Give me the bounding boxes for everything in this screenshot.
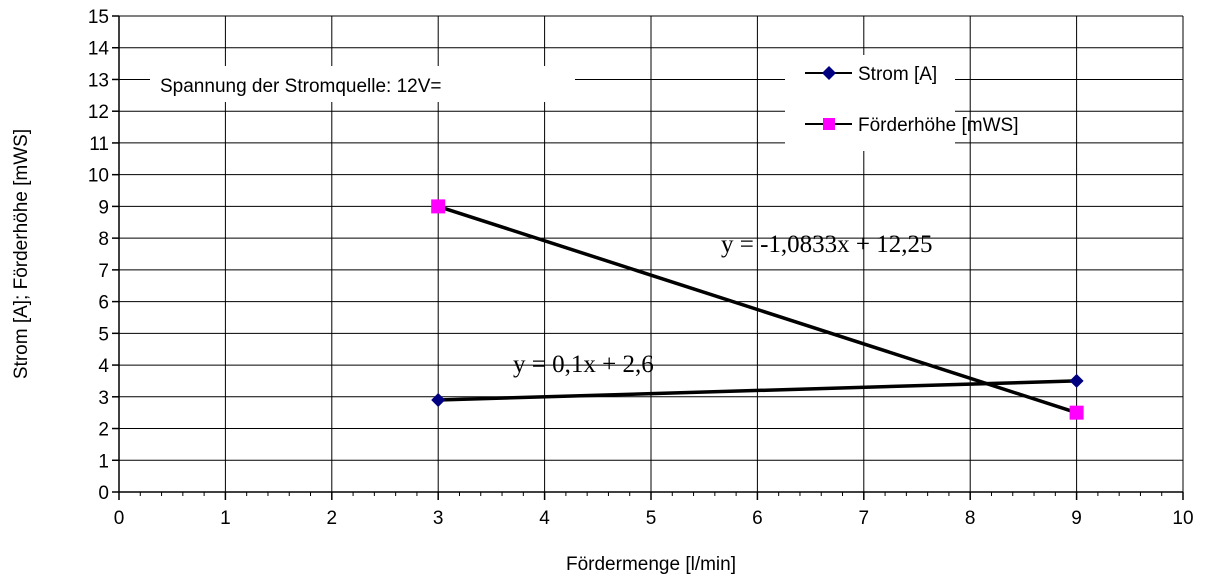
data-point-strom <box>431 392 446 407</box>
y-tick-label: 12 <box>88 102 109 123</box>
legend-label-strom: Strom [A] <box>858 64 937 85</box>
y-tick-label: 15 <box>88 7 109 28</box>
annotation-box: Spannung der Stromquelle: 12V= <box>150 66 575 102</box>
x-tick-label: 10 <box>1172 508 1193 529</box>
legend-marker-strom <box>822 66 836 80</box>
x-tick-label: 2 <box>327 508 338 529</box>
trendline-equation-strom: y = 0,1x + 2,6 <box>513 351 654 378</box>
y-tick-label: 5 <box>98 324 109 345</box>
series-line-1 <box>437 204 1078 415</box>
y-tick-label: 3 <box>98 388 109 409</box>
series-line-0 <box>438 379 1077 402</box>
markers <box>431 199 1084 420</box>
x-tick-label: 5 <box>646 508 657 529</box>
y-tick-label: 4 <box>98 356 109 377</box>
y-tick-label: 7 <box>98 261 109 282</box>
data-point-strom <box>1069 373 1084 388</box>
y-tick-label: 2 <box>98 420 109 441</box>
x-tick-label: 4 <box>539 508 550 529</box>
legend-marker-foerderhoehe <box>823 118 835 130</box>
x-tick-label: 8 <box>965 508 976 529</box>
data-point-foerderhoehe <box>1069 405 1084 420</box>
annotation-text: Spannung der Stromquelle: 12V= <box>160 76 442 97</box>
x-tick-label: 0 <box>114 508 125 529</box>
trendline-equation-foerderhoehe: y = -1,0833x + 12,25 <box>721 231 933 258</box>
y-tick-label: 10 <box>88 166 109 187</box>
x-tick-label: 3 <box>433 508 444 529</box>
legend: Strom [A] Förderhöhe [mWS] <box>785 55 1019 151</box>
grid <box>119 15 1184 492</box>
x-axis-label: Fördermenge [l/min] <box>566 554 736 575</box>
y-tick-label: 1 <box>98 451 109 472</box>
y-tick-label: 9 <box>98 197 109 218</box>
x-tick-label: 6 <box>752 508 763 529</box>
y-tick-label: 11 <box>89 134 109 155</box>
y-tick-label: 8 <box>98 229 109 250</box>
y-tick-label: 14 <box>88 39 110 60</box>
x-tick-label: 1 <box>220 508 231 529</box>
y-tick-label: 6 <box>98 293 109 314</box>
y-tick-label: 0 <box>98 483 109 504</box>
y-axis-label: Strom [A]; Förderhöhe [mWS] <box>11 129 32 379</box>
x-tick-label: 9 <box>1071 508 1082 529</box>
x-tick-label: 7 <box>859 508 870 529</box>
y-tick-label: 13 <box>88 70 109 91</box>
legend-label-foerderhoehe: Förderhöhe [mWS] <box>858 115 1019 136</box>
data-point-foerderhoehe <box>431 199 446 214</box>
trendlines <box>437 204 1078 415</box>
